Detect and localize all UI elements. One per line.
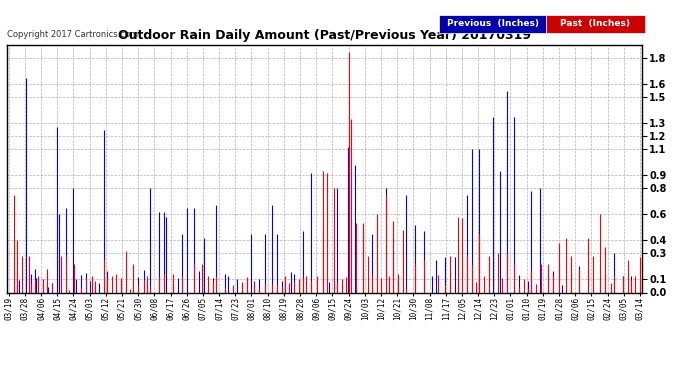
Text: Copyright 2017 Cartronics.com: Copyright 2017 Cartronics.com (7, 30, 138, 39)
FancyBboxPatch shape (439, 15, 546, 33)
FancyBboxPatch shape (546, 15, 645, 33)
Title: Outdoor Rain Daily Amount (Past/Previous Year) 20170319: Outdoor Rain Daily Amount (Past/Previous… (118, 30, 531, 42)
Text: Past  (Inches): Past (Inches) (560, 20, 631, 28)
Text: Previous  (Inches): Previous (Inches) (446, 20, 538, 28)
